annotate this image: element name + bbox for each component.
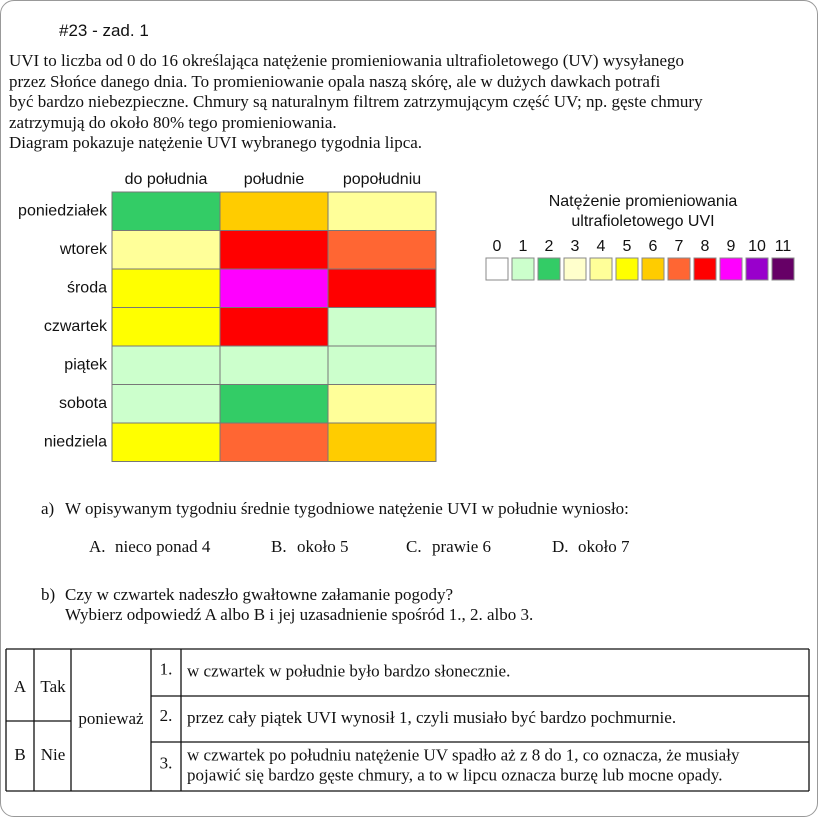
- legend-label: 7: [675, 238, 684, 255]
- legend-swatch: [667, 257, 691, 281]
- legend-label: 5: [623, 238, 632, 255]
- legend-label: 10: [748, 238, 766, 255]
- answer-letter: A: [14, 677, 27, 696]
- option-letter: B.: [271, 537, 287, 556]
- question-text: Wybierz odpowiedź A albo B i jej uzasadn…: [65, 605, 534, 624]
- legend-label: 2: [545, 238, 554, 255]
- row-label: czwartek: [44, 318, 108, 335]
- legend-label: 11: [775, 238, 792, 255]
- intro-line: przez Słońce danego dnia. To promieniowa…: [9, 71, 661, 91]
- row-label: wtorek: [59, 241, 108, 258]
- row-label: środa: [67, 279, 107, 296]
- reason-text: w czwartek po południu natężenie UV spad…: [187, 745, 740, 764]
- legend-swatch: [693, 257, 717, 281]
- heat-cell: [111, 307, 221, 347]
- title: #23 - zad. 1: [59, 21, 149, 40]
- heat-cell: [111, 191, 221, 231]
- heat-cell: [111, 345, 221, 385]
- heat-cell: [219, 422, 329, 462]
- legend-swatch: [771, 257, 795, 281]
- row-label: niedziela: [44, 433, 107, 450]
- legend-label: 4: [597, 238, 606, 255]
- legend-label: 8: [701, 238, 710, 255]
- column-header: popołudniu: [343, 171, 421, 188]
- heat-cell: [219, 191, 329, 231]
- connector: ponieważ: [78, 709, 144, 728]
- reason-number: 3.: [160, 753, 173, 772]
- legend-label: 1: [519, 238, 528, 255]
- legend-swatch: [563, 257, 587, 281]
- legend-label: 3: [571, 238, 580, 255]
- question-text: W opisywanym tygodniu średnie tygodniowe…: [65, 499, 629, 518]
- heat-cell: [219, 230, 329, 270]
- answer-letter: B: [14, 745, 25, 764]
- legend-swatch: [615, 257, 639, 281]
- heat-cell: [327, 422, 437, 462]
- heat-cell: [111, 268, 221, 308]
- reason-number: 1.: [160, 659, 173, 678]
- legend-label: 0: [493, 238, 502, 255]
- heat-cell: [327, 230, 437, 270]
- row-label: poniedziałek: [18, 202, 108, 219]
- option-letter: D.: [552, 537, 569, 556]
- legend-title: ultrafioletowego UVI: [571, 213, 714, 230]
- reason-text: pojawić się bardzo gęste chmury, a to w …: [187, 765, 722, 784]
- heat-cell: [219, 345, 329, 385]
- question-text: Czy w czwartek nadeszło gwałtowne załama…: [65, 585, 454, 604]
- reason-text: przez cały piątek UVI wynosił 1, czyli m…: [187, 708, 676, 727]
- column-header: południe: [244, 171, 305, 188]
- heat-cell: [219, 268, 329, 308]
- heat-cell: [219, 307, 329, 347]
- legend-label: 9: [727, 238, 736, 255]
- intro-line: być bardzo niebezpieczne. Chmury są natu…: [9, 92, 703, 111]
- option-text: nieco ponad 4: [115, 537, 211, 556]
- legend-label: 6: [649, 238, 658, 255]
- option-text: około 5: [297, 537, 349, 556]
- option-text: około 7: [578, 537, 630, 556]
- legend-swatch: [511, 257, 535, 281]
- heat-cell: [327, 307, 437, 347]
- answer-text: Nie: [41, 745, 66, 764]
- row-label: piątek: [64, 356, 108, 373]
- heat-cell: [327, 384, 437, 424]
- legend-swatch: [485, 257, 509, 281]
- heat-cell: [327, 191, 437, 231]
- option-letter: A.: [89, 537, 106, 556]
- legend-swatch: [641, 257, 665, 281]
- legend-swatch: [719, 257, 743, 281]
- heat-cell: [219, 384, 329, 424]
- answer-text: Tak: [40, 677, 66, 696]
- intro-line: UVI to liczba od 0 do 16 określająca nat…: [9, 51, 685, 70]
- legend-swatch: [745, 257, 769, 281]
- reason-text: w czwartek w południe było bardzo słonec…: [187, 661, 510, 680]
- legend-swatch: [589, 257, 613, 281]
- question-label: a): [41, 499, 55, 518]
- intro-line: zatrzymują do około 80% tego promieniowa…: [9, 112, 337, 132]
- option-text: prawie 6: [432, 537, 492, 556]
- heat-cell: [327, 345, 437, 385]
- heat-cell: [327, 268, 437, 308]
- heat-cell: [111, 384, 221, 424]
- heat-cell: [111, 230, 221, 270]
- option-letter: C.: [406, 537, 422, 556]
- reason-number: 2.: [160, 706, 173, 725]
- legend-swatch: [537, 257, 561, 281]
- column-header: do południa: [125, 171, 208, 188]
- heat-cell: [111, 422, 221, 462]
- intro-line: Diagram pokazuje natężenie UVI wybranego…: [9, 133, 423, 152]
- question-label: b): [41, 585, 56, 604]
- row-label: sobota: [59, 395, 107, 412]
- legend-title: Natężenie promieniowania: [549, 193, 738, 210]
